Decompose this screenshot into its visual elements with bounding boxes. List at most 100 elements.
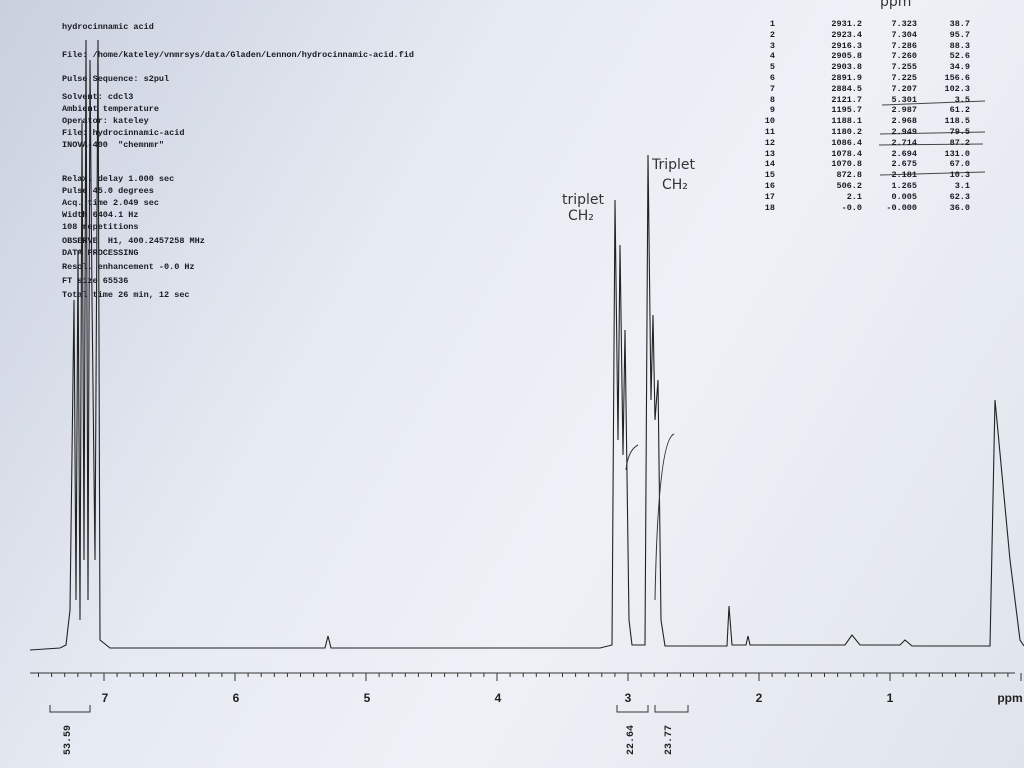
header-line: File: hydrocinnamic-acid (62, 128, 185, 138)
table-cell: 0.005 (891, 191, 917, 202)
axis-label: 7 (102, 691, 109, 705)
table-cell: 7.260 (891, 51, 917, 62)
integral-value: 22.64 (626, 725, 637, 755)
table-cell: 506.2 (836, 181, 862, 191)
table-cell: 18 (764, 202, 775, 213)
table-cell: 7.323 (891, 19, 917, 29)
table-cell: 2.949 (891, 127, 917, 137)
annotation-line: CH₂ (662, 177, 688, 193)
table-rules (878, 100, 986, 176)
table-cell: 7.225 (891, 73, 917, 83)
axis-label: 1 (887, 691, 894, 705)
header-line: Width 6404.1 Hz (62, 210, 139, 220)
header-line: Ambient temperature (62, 104, 159, 114)
annotation-line: triplet (562, 192, 605, 208)
table-cell: 1188.1 (831, 116, 862, 127)
table-cell: 7.255 (891, 62, 917, 73)
integral-curve (625, 433, 675, 601)
table-cell: 2.714 (891, 137, 917, 148)
header-line: Relax. delay 1.000 sec (62, 174, 175, 184)
table-cell: 1180.2 (831, 127, 862, 137)
table-cell: 1 (769, 19, 775, 29)
table-cell: 88.3 (949, 40, 970, 51)
header-line: DATA PROCESSING (62, 248, 139, 258)
table-cell: 156.6 (944, 73, 970, 83)
table-cell: 9 (769, 105, 775, 116)
table-cell: 131.0 (944, 148, 970, 159)
table-cell: 17 (764, 191, 775, 202)
table-cell: 2916.3 (831, 40, 862, 51)
integral-value: 53.59 (63, 725, 74, 755)
table-cell: 2903.8 (831, 62, 862, 73)
table-cell: 8 (769, 94, 775, 105)
axis-label: 5 (364, 691, 371, 705)
table-cell: 5.301 (891, 94, 917, 105)
table-cell: 61.2 (949, 105, 970, 116)
axis-label: 4 (495, 691, 502, 705)
table-cell: 5 (769, 62, 775, 73)
table-cell: 1086.4 (831, 137, 862, 148)
table-cell: 10.3 (949, 170, 970, 181)
table-cell: 2.1 (846, 191, 862, 202)
table-cell: 2891.9 (831, 73, 862, 83)
table-cell: 3.5 (954, 94, 970, 105)
table-cell: 2121.7 (831, 94, 862, 105)
axis-ticks (38, 673, 1022, 681)
table-cell: 7.304 (891, 29, 917, 40)
table-cell: 1.265 (891, 181, 917, 191)
header-line: Solvent: cdcl3 (62, 92, 134, 102)
header-line: Total time 26 min, 12 sec (62, 290, 190, 300)
table-cell: 2923.4 (831, 29, 862, 40)
handwritten-ppm: ppm (880, 0, 912, 10)
integral-brackets (49, 705, 689, 713)
axis-label: 2 (756, 691, 763, 705)
annotation: Triplet CH₂ (652, 155, 695, 195)
table-cell: 3 (769, 40, 775, 51)
table-cell: 15 (764, 170, 775, 181)
table-cell: 67.0 (949, 159, 970, 170)
table-cell: 7.286 (891, 40, 917, 51)
table-cell: 16 (764, 181, 775, 191)
table-cell: 38.7 (949, 19, 970, 29)
table-cell: 2 (769, 29, 775, 40)
table-cell: 2884.5 (831, 83, 862, 94)
annotation: triplet CH₂ (562, 192, 604, 224)
table-cell: 10 (764, 116, 775, 127)
header-line: Pulse Sequence: s2pul (62, 74, 170, 84)
header-line: File: /home/kateley/vnmrsys/data/Gladen/… (62, 50, 414, 60)
header-line: Operator: kateley (62, 116, 149, 126)
table-cell: 1078.4 (831, 148, 862, 159)
table-cell: 52.6 (949, 51, 970, 62)
table-cell: 36.0 (949, 202, 970, 213)
table-cell: 3.1 (954, 181, 970, 191)
table-cell: 2.181 (891, 170, 917, 181)
header-line: INOVA-400 "chemnmr" (62, 140, 165, 150)
table-cell: 2.694 (891, 148, 917, 159)
header-line: hydrocinnamic acid (62, 22, 154, 32)
axis-label: ppm (997, 691, 1022, 705)
table-cell: 14 (764, 159, 775, 170)
table-cell: 11 (764, 127, 775, 137)
header-line: Pulse 45.0 degrees (62, 186, 154, 196)
annotation-line: CH₂ (568, 208, 594, 224)
table-cell: 102.3 (944, 83, 970, 94)
table-cell: 2.968 (891, 116, 917, 127)
table-cell: 4 (769, 51, 775, 62)
table-cell: 872.8 (836, 170, 862, 181)
table-cell: 79.5 (949, 127, 970, 137)
table-cell: 7.207 (891, 83, 917, 94)
table-cell: 95.7 (949, 29, 970, 40)
annotation-line: Triplet (652, 157, 696, 173)
header-line: FT size 65536 (62, 276, 129, 286)
axis-label: 6 (233, 691, 240, 705)
table-cell: 34.9 (949, 62, 970, 73)
table-cell: 13 (764, 148, 775, 159)
table-cell: -0.0 (841, 202, 862, 213)
table-cell: 2905.8 (831, 51, 862, 62)
table-cell: 2931.2 (831, 19, 862, 29)
table-cell: 62.3 (949, 191, 970, 202)
header-line: OBSERVE H1, 400.2457258 MHz (62, 236, 205, 246)
header-line: 108 repetitions (62, 222, 139, 232)
